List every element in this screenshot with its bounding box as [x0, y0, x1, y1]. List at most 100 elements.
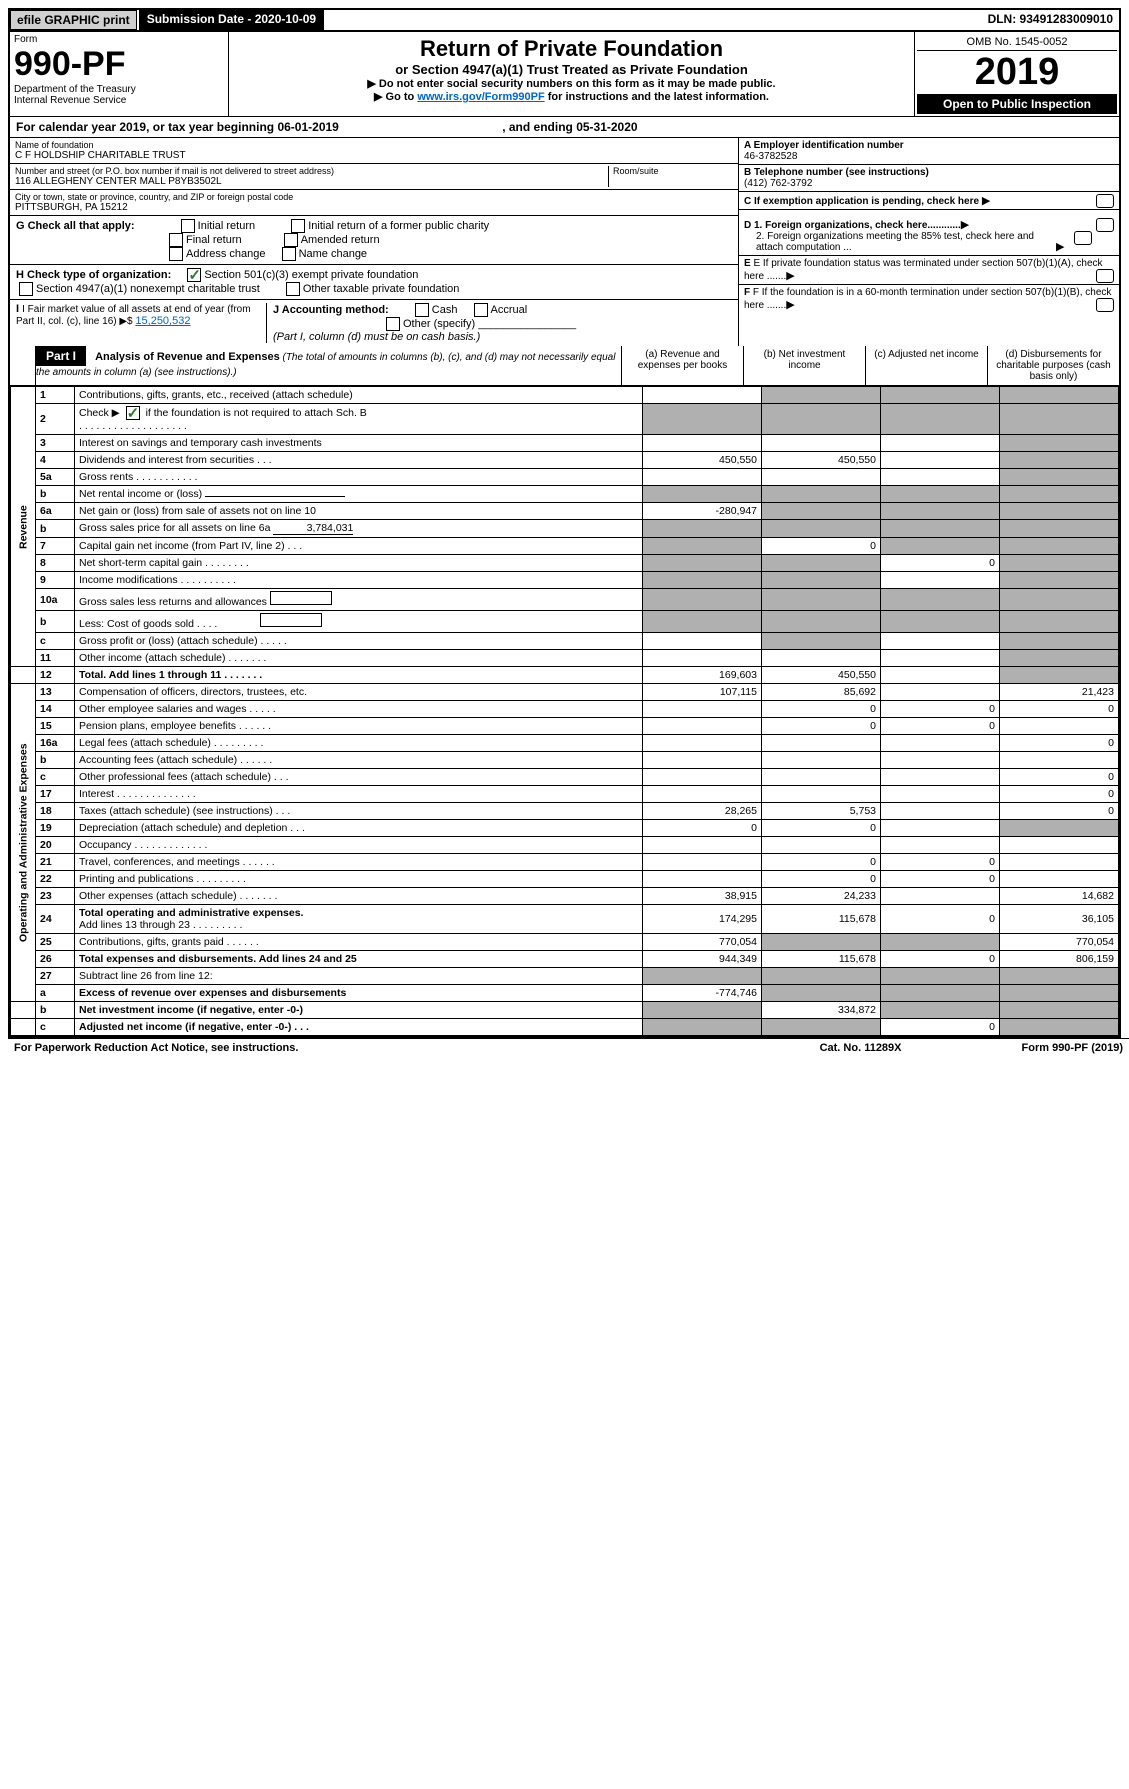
row-27a: aExcess of revenue over expenses and dis…	[11, 985, 1119, 1002]
g-final[interactable]	[169, 233, 183, 247]
row-4: 4Dividends and interest from securities …	[11, 452, 1119, 469]
box-c-check[interactable]	[1096, 194, 1114, 208]
row-15: 15Pension plans, employee benefits . . .…	[11, 718, 1119, 735]
ein-cell: A Employer identification number 46-3782…	[739, 138, 1119, 165]
city-label: City or town, state or province, country…	[15, 192, 733, 202]
box-f: F F If the foundation is in a 60-month t…	[739, 285, 1119, 313]
row-21: 21Travel, conferences, and meetings . . …	[11, 854, 1119, 871]
d1-check[interactable]	[1096, 218, 1114, 232]
name-cell: Name of foundation C F HOLDSHIP CHARITAB…	[10, 138, 738, 164]
header-left: Form 990-PF Department of the Treasury I…	[10, 32, 229, 116]
irs: Internal Revenue Service	[14, 95, 224, 106]
row-27c: cAdjusted net income (if negative, enter…	[11, 1019, 1119, 1036]
foundation-name: C F HOLDSHIP CHARITABLE TRUST	[15, 150, 733, 161]
d2-check[interactable]	[1074, 231, 1092, 245]
row-19: 19Depreciation (attach schedule) and dep…	[11, 820, 1119, 837]
revenue-expense-table: Revenue 1Contributions, gifts, grants, e…	[10, 386, 1119, 1036]
d2-text: 2. Foreign organizations meeting the 85%…	[756, 231, 1056, 253]
footer-left: For Paperwork Reduction Act Notice, see …	[14, 1042, 298, 1054]
footer: For Paperwork Reduction Act Notice, see …	[8, 1038, 1129, 1057]
row-3: 3Interest on savings and temporary cash …	[11, 435, 1119, 452]
row-10a: 10aGross sales less returns and allowanc…	[11, 589, 1119, 611]
row-16b: bAccounting fees (attach schedule) . . .…	[11, 752, 1119, 769]
cal-pre: For calendar year 2019, or tax year begi…	[16, 120, 277, 134]
row-20: 20Occupancy . . . . . . . . . . . . .	[11, 837, 1119, 854]
g-initial[interactable]	[181, 219, 195, 233]
form-label: Form	[14, 34, 224, 45]
j-note: (Part I, column (d) must be on cash basi…	[273, 331, 480, 343]
ein-label: A Employer identification number	[744, 140, 1114, 151]
goto-note: ▶ Go to www.irs.gov/Form990PF for instru…	[233, 90, 910, 103]
row-27b: bNet investment income (if negative, ent…	[11, 1002, 1119, 1019]
j-o1: Cash	[432, 304, 458, 316]
g-name[interactable]	[282, 247, 296, 261]
col-d-hdr: (d) Disbursements for charitable purpose…	[988, 346, 1119, 385]
d1-text: D 1. Foreign organizations, check here..…	[744, 220, 961, 231]
city-cell: City or town, state or province, country…	[10, 190, 738, 216]
row-26: 26Total expenses and disbursements. Add …	[11, 951, 1119, 968]
efile-button[interactable]: efile GRAPHIC print	[10, 10, 137, 30]
row-5a: 5aGross rents . . . . . . . . . . .	[11, 469, 1119, 486]
box-ij: I I Fair market value of all assets at e…	[10, 300, 738, 346]
g-o3: Final return	[186, 234, 242, 246]
j-accrual[interactable]	[474, 303, 488, 317]
entity-info: Name of foundation C F HOLDSHIP CHARITAB…	[10, 138, 1119, 216]
part1-title: Analysis of Revenue and Expenses	[95, 351, 280, 363]
cal-mid: , and ending	[502, 120, 576, 134]
tax-year: 2019	[917, 51, 1117, 94]
expenses-label: Operating and Administrative Expenses	[11, 684, 36, 1002]
row-13: Operating and Administrative Expenses 13…	[11, 684, 1119, 701]
address-cell: Number and street (or P.O. box number if…	[10, 164, 738, 190]
j-o2: Accrual	[491, 304, 528, 316]
form-subtitle: or Section 4947(a)(1) Trust Treated as P…	[233, 62, 910, 77]
box-c: C If exemption application is pending, c…	[739, 192, 1119, 210]
row-27: 27Subtract line 26 from line 12:	[11, 968, 1119, 985]
phone-value: (412) 762-3792	[744, 178, 1114, 189]
row-25: 25Contributions, gifts, grants paid . . …	[11, 934, 1119, 951]
row-14: 14Other employee salaries and wages . . …	[11, 701, 1119, 718]
col-b-hdr: (b) Net investment income	[744, 346, 866, 385]
calendar-year-row: For calendar year 2019, or tax year begi…	[10, 117, 1119, 138]
row-1: Revenue 1Contributions, gifts, grants, e…	[11, 387, 1119, 404]
g-amended[interactable]	[284, 233, 298, 247]
g-o6: Name change	[299, 248, 368, 260]
row-10b: bLess: Cost of goods sold . . . .	[11, 611, 1119, 633]
h-501c3[interactable]	[187, 268, 201, 282]
i-label: I Fair market value of all assets at end…	[16, 304, 251, 327]
j-label: J Accounting method:	[273, 304, 389, 316]
g-address[interactable]	[169, 247, 183, 261]
g-o1: Initial return	[198, 220, 255, 232]
irs-link[interactable]: www.irs.gov/Form990PF	[417, 91, 544, 103]
box-c-text: C If exemption application is pending, c…	[744, 196, 979, 207]
name-label: Name of foundation	[15, 140, 733, 150]
h-o2: Section 4947(a)(1) nonexempt charitable …	[36, 283, 260, 295]
row-7: 7Capital gain net income (from Part IV, …	[11, 538, 1119, 555]
row-11: 11Other income (attach schedule) . . . .…	[11, 650, 1119, 667]
h-4947[interactable]	[19, 282, 33, 296]
e-check[interactable]	[1096, 269, 1114, 283]
phone-label: B Telephone number (see instructions)	[744, 167, 1114, 178]
dept-treasury: Department of the Treasury	[14, 84, 224, 95]
box-h: H Check type of organization: Section 50…	[10, 265, 738, 300]
h-other[interactable]	[286, 282, 300, 296]
e-text: E If private foundation status was termi…	[744, 258, 1103, 282]
omb-number: OMB No. 1545-0052	[917, 34, 1117, 51]
room-label: Room/suite	[613, 166, 733, 176]
f-check[interactable]	[1096, 298, 1114, 312]
row-24: 24Total operating and administrative exp…	[11, 905, 1119, 934]
j-other[interactable]	[386, 317, 400, 331]
row-16c: cOther professional fees (attach schedul…	[11, 769, 1119, 786]
note-pre: ▶ Go to	[374, 91, 417, 103]
footer-mid: Cat. No. 11289X	[820, 1042, 902, 1054]
g-initial-former[interactable]	[291, 219, 305, 233]
row-23: 23Other expenses (attach schedule) . . .…	[11, 888, 1119, 905]
form-title: Return of Private Foundation	[233, 36, 910, 62]
fmv-value[interactable]: 15,250,532	[135, 315, 190, 327]
row-2: 2Check ▶ if the foundation is not requir…	[11, 404, 1119, 435]
cal-end: 05-31-2020	[576, 120, 637, 134]
g-o4: Amended return	[301, 234, 380, 246]
box-g: G Check all that apply: Initial return I…	[10, 216, 738, 265]
j-cash[interactable]	[415, 303, 429, 317]
row-6a: 6aNet gain or (loss) from sale of assets…	[11, 503, 1119, 520]
schb-check[interactable]	[126, 406, 140, 420]
